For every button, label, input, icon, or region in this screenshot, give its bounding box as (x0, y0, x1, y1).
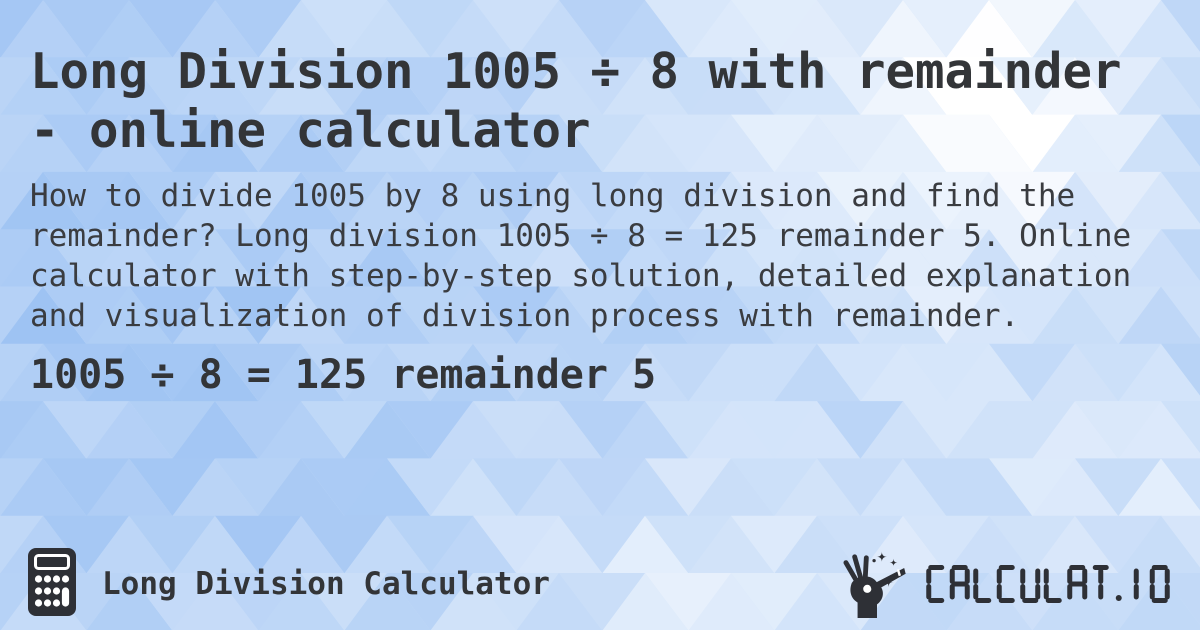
result-text: 1005 ÷ 8 = 125 remainder 5 (30, 352, 657, 398)
brand-logo (838, 550, 1170, 618)
brand-wordmark (926, 565, 1170, 603)
footer-left: Long Division Calculator (28, 548, 550, 620)
page-title: Long Division 1005 ÷ 8 with remainder - … (30, 43, 1122, 159)
calculator-label: Long Division Calculator (102, 566, 550, 602)
magic-wand-hand-icon (838, 550, 916, 618)
calculator-icon (28, 548, 76, 620)
description-text: How to divide 1005 by 8 using long divis… (30, 178, 1132, 334)
